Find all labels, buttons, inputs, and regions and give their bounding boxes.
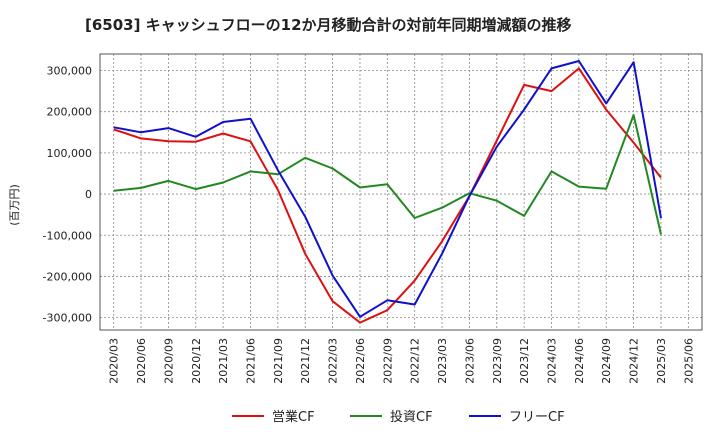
y-tick-label: 100,000 [47, 147, 93, 160]
y-axis-label: (百万円) [8, 184, 21, 226]
chart-title: [6503] キャッシュフローの12か月移動合計の対前年同期増減額の推移 [85, 16, 572, 34]
y-tick-label: -300,000 [43, 312, 92, 325]
x-tick-label: 2025/06 [682, 338, 695, 384]
legend-label: フリーCF [509, 410, 565, 425]
x-tick-label: 2024/06 [573, 338, 586, 384]
x-tick-label: 2021/06 [245, 338, 258, 384]
y-tick-label: -100,000 [43, 229, 92, 242]
x-tick-label: 2023/09 [491, 338, 504, 384]
x-tick-label: 2024/09 [600, 338, 613, 384]
x-tick-label: 2022/03 [327, 338, 340, 384]
x-tick-label: 2022/06 [354, 338, 367, 384]
y-tick-label: 300,000 [47, 64, 93, 77]
x-tick-label: 2020/06 [135, 338, 148, 384]
x-tick-label: 2021/03 [217, 338, 230, 384]
x-tick-label: 2023/03 [436, 338, 449, 384]
x-tick-label: 2024/03 [546, 338, 559, 384]
x-tick-label: 2021/12 [299, 338, 312, 384]
y-tick-label: -200,000 [43, 270, 92, 283]
x-axis: 2020/03 2020/06 2020/09 2020/12 2021/03 2021/… [108, 338, 696, 384]
x-tick-label: 2022/09 [381, 338, 394, 384]
legend-label: 投資CF [390, 409, 433, 425]
x-tick-label: 2020/03 [108, 338, 121, 384]
x-tick-label: 2023/12 [518, 338, 531, 384]
series-group [113, 60, 662, 324]
x-tick-label: 2021/09 [272, 338, 285, 384]
x-tick-label: 2020/09 [162, 338, 175, 384]
legend: 営業CF 投資CF フリーCF [232, 409, 565, 425]
plot-frame [99, 53, 703, 331]
series-line [113, 114, 662, 235]
plot-area [100, 54, 702, 330]
series-line [113, 67, 662, 324]
grid-lines [100, 54, 702, 330]
x-tick-label: 2020/12 [190, 338, 203, 384]
y-tick-label: 200,000 [47, 106, 93, 119]
series-line [113, 60, 662, 318]
x-tick-label: 2023/06 [463, 338, 476, 384]
x-tick-label: 2025/03 [655, 338, 668, 384]
legend-label: 営業CF [272, 409, 315, 425]
y-tick-label: 0 [85, 188, 92, 201]
x-tick-label: 2022/12 [409, 338, 422, 384]
x-tick-label: 2024/12 [628, 338, 641, 384]
y-axis: 300,000 200,000 100,000 0 -100,000 -200,000 -3… [43, 64, 92, 324]
